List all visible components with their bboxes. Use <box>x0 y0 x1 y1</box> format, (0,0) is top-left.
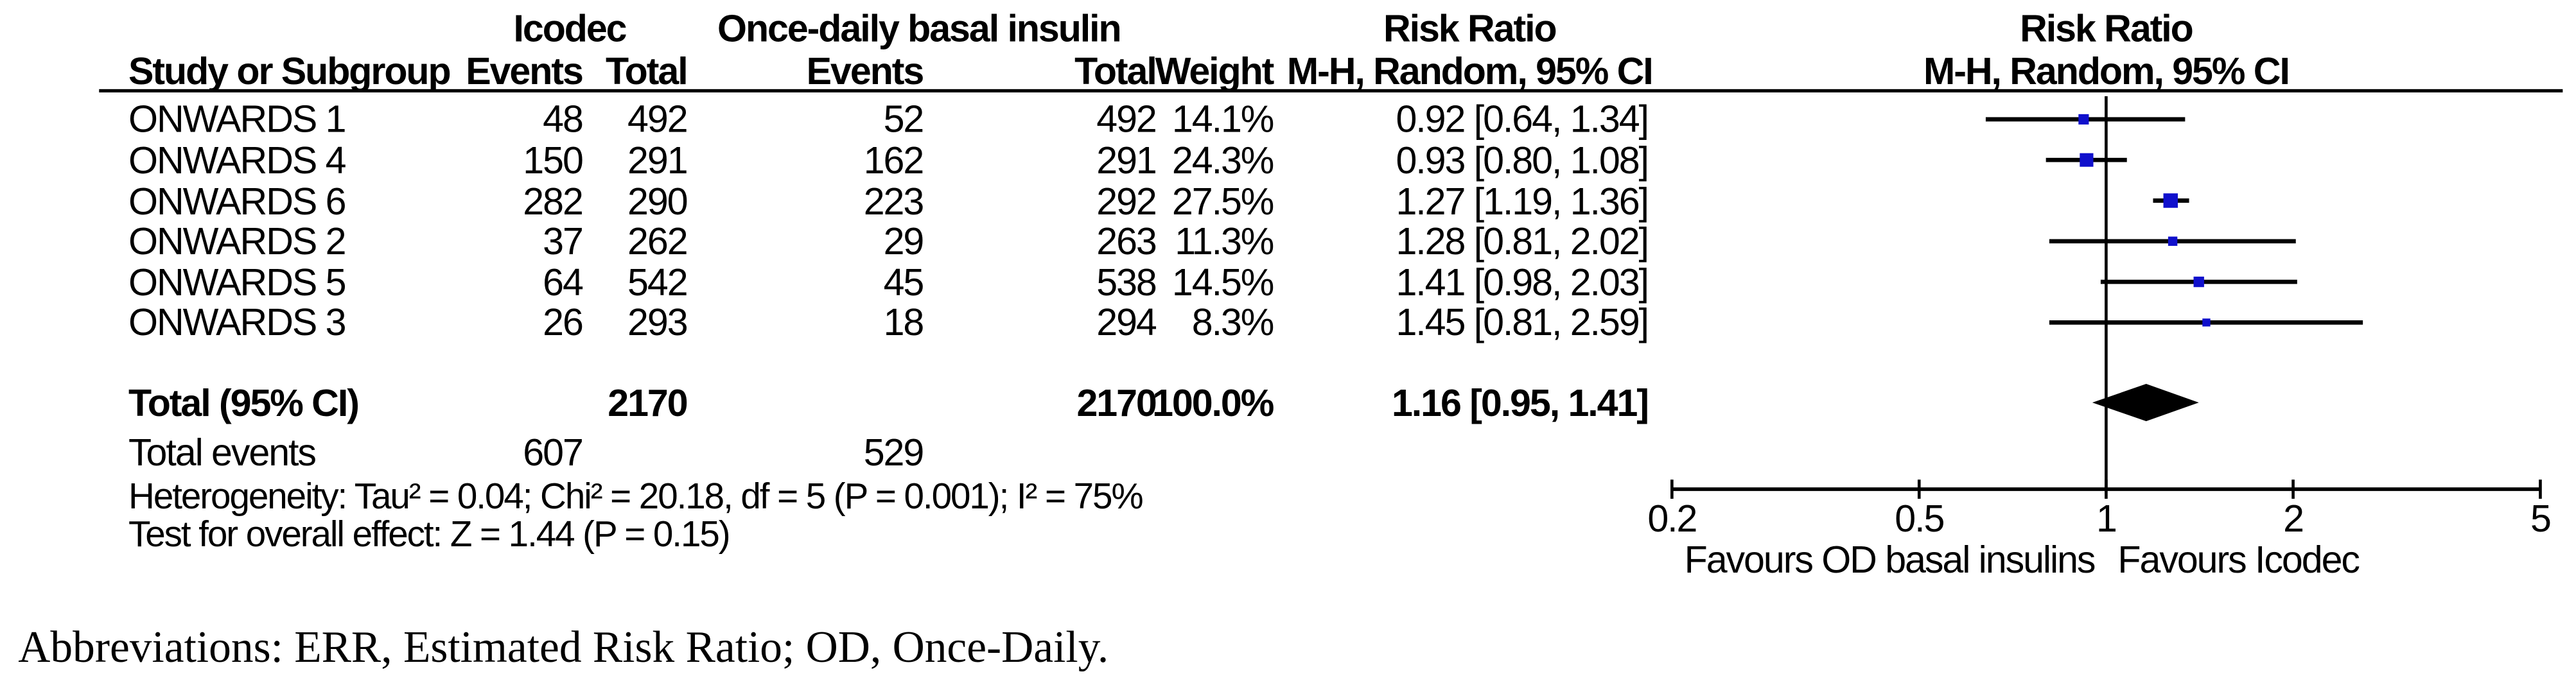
effect-square <box>2193 276 2204 288</box>
column-header-events-icodec: Events <box>466 49 584 92</box>
table-row-rr-ci-value: 1.27 [1.19, 1.36] <box>1396 179 1649 222</box>
table-row-icodec-total: 290 <box>627 179 688 222</box>
total-events-label: Total events <box>128 430 317 474</box>
effect-square <box>2163 193 2178 208</box>
effect-square <box>2078 114 2089 125</box>
axis-tick-label: 0.5 <box>1895 497 1945 541</box>
axis-tick-label: 5 <box>2530 497 2552 541</box>
table-row-icodec-events: 26 <box>543 300 584 344</box>
abbreviations-caption: Abbreviations: ERR, Estimated Risk Ratio… <box>18 623 1109 673</box>
column-header-events-od: Events <box>806 49 925 92</box>
total-row-label: Total (95% CI) <box>128 381 360 424</box>
table-row-rr-ci-value: 0.92 [0.64, 1.34] <box>1396 98 1649 141</box>
table-row-rr-ci-value: 1.28 [0.81, 2.02] <box>1396 220 1649 263</box>
table-row-weight-value: 14.1% <box>1171 98 1274 141</box>
total-row-weight: 100.0% <box>1152 381 1274 424</box>
table-row-od-total: 538 <box>1096 260 1157 304</box>
table-row-icodec-events: 48 <box>543 98 584 141</box>
table-row-rr-ci-value: 1.41 [0.98, 2.03] <box>1396 260 1649 304</box>
column-header-weight: Weight <box>1155 49 1275 92</box>
table-row-weight-value: 11.3% <box>1175 220 1274 263</box>
axis-tick-label: 2 <box>2283 497 2304 541</box>
table-row-icodec-total: 293 <box>627 300 688 344</box>
table-row-od-total: 492 <box>1096 98 1157 141</box>
table-row-icodec-total: 291 <box>627 138 688 182</box>
column-header-total-icodec: Total <box>605 49 688 92</box>
overall-effect-stats: Test for overall effect: Z = 1.44 (P = 0… <box>128 514 731 555</box>
table-row-od-events: 223 <box>863 179 925 222</box>
effect-square <box>2168 236 2178 247</box>
table-row-study-name: ONWARDS 5 <box>128 260 347 304</box>
total-row-od-total: 2170 <box>1076 381 1157 424</box>
table-row-icodec-events: 37 <box>543 220 584 263</box>
summary-diamond <box>2092 384 2199 422</box>
table-row-icodec-total: 492 <box>627 98 688 141</box>
group-header-od: Once-daily basal insulin <box>717 6 1122 49</box>
table-row-study-name: ONWARDS 6 <box>128 179 347 222</box>
column-header-total-od: Total <box>1074 49 1157 92</box>
heterogeneity-stats: Heterogeneity: Tau² = 0.04; Chi² = 20.18… <box>128 475 1144 517</box>
column-header-mh-ci-plot: M-H, Random, 95% CI <box>1923 49 2290 92</box>
effect-square <box>2080 153 2094 167</box>
table-row-study-name: ONWARDS 4 <box>128 138 347 182</box>
header-rule <box>100 89 2563 92</box>
table-row-study-name: ONWARDS 1 <box>128 98 347 141</box>
table-row-od-events: 52 <box>883 98 925 141</box>
table-row-rr-ci-value: 0.93 [0.80, 1.08] <box>1396 138 1649 182</box>
table-row-icodec-events: 150 <box>523 138 584 182</box>
table-row-study-name: ONWARDS 3 <box>128 300 347 344</box>
table-row-od-events: 162 <box>863 138 925 182</box>
axis-tick-label: 1 <box>2096 497 2117 541</box>
total-events-icodec: 607 <box>523 430 584 474</box>
table-row-icodec-events: 64 <box>543 260 584 304</box>
effect-square <box>2202 318 2211 327</box>
table-row-od-events: 18 <box>883 300 925 344</box>
table-row-od-total: 291 <box>1096 138 1157 182</box>
column-header-mh-ci-text: M-H, Random, 95% CI <box>1286 49 1654 92</box>
favours-right-label: Favours Icodec <box>2117 537 2360 581</box>
total-events-od: 529 <box>863 430 925 474</box>
total-row-icodec-total: 2170 <box>608 381 688 424</box>
table-row-weight-value: 14.5% <box>1171 260 1274 304</box>
table-row-study-name: ONWARDS 2 <box>128 220 347 263</box>
total-row-rr-ci: 1.16 [0.95, 1.41] <box>1391 381 1649 424</box>
table-row-icodec-total: 262 <box>627 220 688 263</box>
column-header-study: Study or Subgroup <box>128 49 451 92</box>
favours-left-label: Favours OD basal insulins <box>1684 537 2096 581</box>
table-row-od-total: 292 <box>1096 179 1157 222</box>
table-row-od-total: 294 <box>1096 300 1157 344</box>
table-row-od-total: 263 <box>1096 220 1157 263</box>
column-header-risk-ratio-text: Risk Ratio <box>1383 6 1557 49</box>
table-row-weight-value: 8.3% <box>1191 300 1275 344</box>
table-row-weight-value: 24.3% <box>1171 138 1274 182</box>
table-row-od-events: 29 <box>883 220 925 263</box>
table-row-rr-ci-value: 1.45 [0.81, 2.59] <box>1396 300 1649 344</box>
table-row-icodec-events: 282 <box>523 179 584 222</box>
axis-tick-label: 0.2 <box>1647 497 1697 541</box>
table-row-weight-value: 27.5% <box>1171 179 1274 222</box>
table-row-icodec-total: 542 <box>627 260 688 304</box>
table-row-od-events: 45 <box>883 260 925 304</box>
column-header-risk-ratio-plot: Risk Ratio <box>2020 6 2194 49</box>
group-header-icodec: Icodec <box>513 6 627 49</box>
